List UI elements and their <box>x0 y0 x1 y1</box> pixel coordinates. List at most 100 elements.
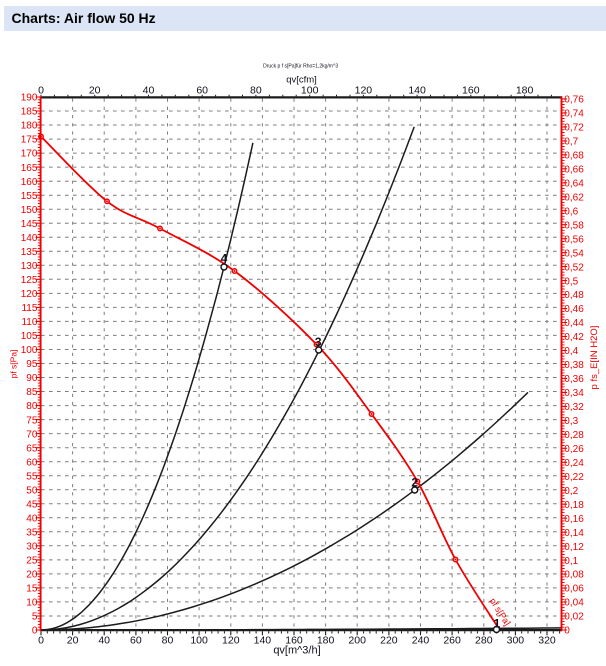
svg-text:0,3: 0,3 <box>564 416 578 427</box>
svg-text:260: 260 <box>443 635 461 647</box>
svg-text:0,18: 0,18 <box>564 500 584 511</box>
svg-text:0,14: 0,14 <box>564 528 584 539</box>
svg-text:0,2: 0,2 <box>564 486 578 497</box>
svg-text:0,72: 0,72 <box>564 123 584 134</box>
svg-text:85: 85 <box>26 387 38 398</box>
svg-text:60: 60 <box>26 457 38 468</box>
svg-text:150: 150 <box>21 205 38 216</box>
svg-text:160: 160 <box>285 635 303 647</box>
svg-text:0,26: 0,26 <box>564 444 584 455</box>
svg-text:105: 105 <box>21 331 38 342</box>
svg-text:0,38: 0,38 <box>564 360 584 371</box>
svg-text:200: 200 <box>348 635 366 647</box>
svg-text:145: 145 <box>21 219 38 230</box>
svg-text:pf s[Pa]: pf s[Pa] <box>9 350 19 379</box>
svg-text:125: 125 <box>21 275 38 286</box>
svg-text:0,4: 0,4 <box>564 346 578 357</box>
svg-text:155: 155 <box>21 191 38 202</box>
svg-text:280: 280 <box>475 635 493 647</box>
svg-text:35: 35 <box>26 528 38 539</box>
svg-text:3: 3 <box>315 335 322 349</box>
svg-text:qv[cfm]: qv[cfm] <box>286 74 317 85</box>
svg-text:120: 120 <box>222 635 240 647</box>
svg-text:100: 100 <box>21 345 38 356</box>
svg-text:0,1: 0,1 <box>564 556 578 567</box>
svg-text:65: 65 <box>26 443 38 454</box>
svg-text:175: 175 <box>21 135 38 146</box>
svg-text:0,08: 0,08 <box>564 570 584 581</box>
svg-text:90: 90 <box>26 373 38 384</box>
svg-text:0,54: 0,54 <box>564 248 584 259</box>
svg-text:45: 45 <box>26 499 38 510</box>
svg-text:0,68: 0,68 <box>564 151 584 162</box>
svg-text:80: 80 <box>26 401 38 412</box>
svg-text:25: 25 <box>26 556 38 567</box>
svg-text:0,6: 0,6 <box>564 206 578 217</box>
svg-text:0,42: 0,42 <box>564 332 584 343</box>
svg-text:60: 60 <box>196 85 208 97</box>
svg-text:110: 110 <box>21 317 37 328</box>
svg-text:30: 30 <box>26 542 38 553</box>
svg-text:80: 80 <box>250 85 262 97</box>
svg-text:165: 165 <box>21 163 38 174</box>
svg-text:0: 0 <box>38 85 44 97</box>
svg-text:0,7: 0,7 <box>564 137 578 148</box>
svg-text:0,36: 0,36 <box>564 374 584 385</box>
svg-text:140: 140 <box>408 85 426 97</box>
svg-text:140: 140 <box>21 233 38 244</box>
svg-text:185: 185 <box>21 107 38 118</box>
svg-text:0: 0 <box>564 626 570 637</box>
svg-text:320: 320 <box>538 635 556 647</box>
svg-text:80: 80 <box>162 635 174 647</box>
svg-text:180: 180 <box>317 635 335 647</box>
svg-text:160: 160 <box>462 85 480 97</box>
svg-text:4: 4 <box>221 252 228 266</box>
svg-text:130: 130 <box>21 261 38 272</box>
svg-text:10: 10 <box>26 598 38 609</box>
svg-text:0,5: 0,5 <box>564 276 578 287</box>
svg-text:15: 15 <box>26 584 38 595</box>
svg-text:220: 220 <box>380 635 398 647</box>
svg-text:20: 20 <box>26 570 38 581</box>
svg-text:20: 20 <box>67 635 79 647</box>
svg-text:0,02: 0,02 <box>564 612 584 623</box>
svg-text:95: 95 <box>26 359 38 370</box>
svg-text:0,12: 0,12 <box>564 542 584 553</box>
svg-text:0,66: 0,66 <box>564 165 584 176</box>
svg-text:40: 40 <box>26 513 38 524</box>
svg-text:100: 100 <box>301 85 319 97</box>
svg-text:0,32: 0,32 <box>564 402 584 413</box>
svg-text:0,46: 0,46 <box>564 304 584 315</box>
svg-text:50: 50 <box>26 485 38 496</box>
svg-text:0,62: 0,62 <box>564 192 584 203</box>
svg-text:75: 75 <box>26 415 38 426</box>
svg-text:Druck p f s[Pa]für Rho=1,2kg/m: Druck p f s[Pa]für Rho=1,2kg/m^3 <box>263 63 338 69</box>
svg-text:0,16: 0,16 <box>564 514 584 525</box>
svg-text:140: 140 <box>254 635 272 647</box>
svg-text:0,34: 0,34 <box>564 388 584 399</box>
svg-text:0,06: 0,06 <box>564 584 584 595</box>
svg-text:40: 40 <box>143 85 155 97</box>
svg-text:0,48: 0,48 <box>564 290 584 301</box>
svg-text:60: 60 <box>130 635 142 647</box>
svg-text:190: 190 <box>21 93 38 104</box>
svg-text:0,74: 0,74 <box>564 109 584 120</box>
svg-text:170: 170 <box>21 149 38 160</box>
svg-text:300: 300 <box>507 635 525 647</box>
svg-text:0,24: 0,24 <box>564 458 584 469</box>
svg-text:160: 160 <box>21 177 38 188</box>
svg-text:0,76: 0,76 <box>564 95 584 106</box>
svg-text:70: 70 <box>26 429 38 440</box>
svg-text:120: 120 <box>21 289 38 300</box>
svg-text:0,28: 0,28 <box>564 430 584 441</box>
svg-text:55: 55 <box>26 471 38 482</box>
svg-text:100: 100 <box>190 635 208 647</box>
svg-text:2: 2 <box>411 476 418 490</box>
svg-text:0,56: 0,56 <box>564 234 584 245</box>
svg-text:5: 5 <box>32 612 38 623</box>
svg-text:40: 40 <box>98 635 110 647</box>
svg-text:1: 1 <box>494 617 501 631</box>
svg-text:20: 20 <box>89 85 101 97</box>
svg-text:135: 135 <box>21 247 38 258</box>
svg-text:0: 0 <box>32 626 38 637</box>
